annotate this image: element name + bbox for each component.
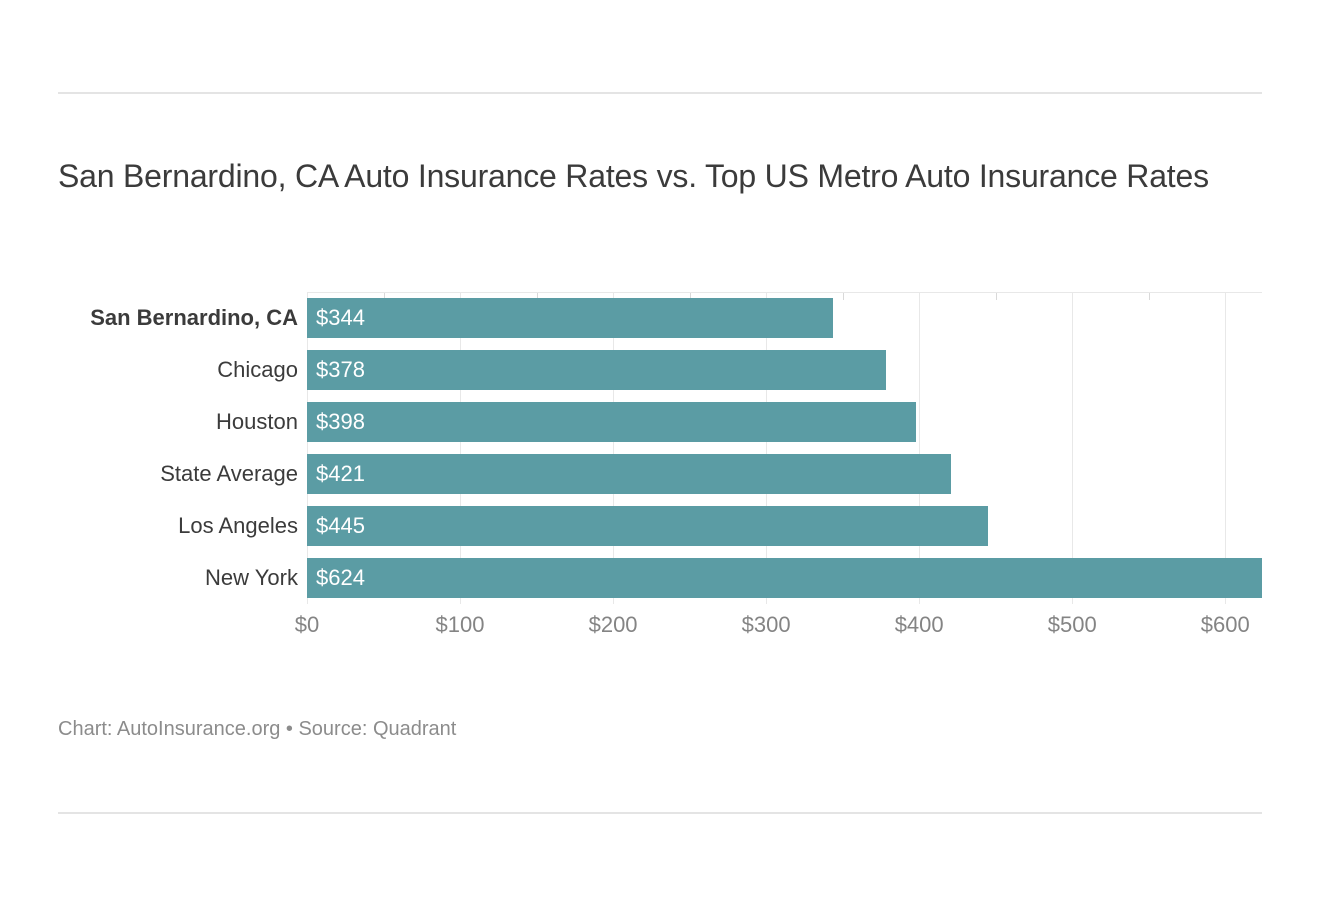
source-line: Chart: AutoInsurance.org • Source: Quadr…: [58, 718, 456, 741]
bar-row: Chicago $378: [58, 344, 1262, 396]
x-tick-label: $200: [589, 612, 638, 638]
y-category-label: Chicago: [58, 357, 298, 383]
bottom-rule: [58, 812, 1262, 814]
plot: $0 $100 $200 $300 $400 $500 $600 San Bernardin…: [58, 292, 1262, 654]
bar-row: Houston $398: [58, 396, 1262, 448]
bar: [307, 506, 988, 546]
x-tick-label: $500: [1048, 612, 1097, 638]
bar-row: State Average $421: [58, 448, 1262, 500]
bar-value-label: $398: [316, 409, 365, 435]
bar-value-label: $344: [316, 305, 365, 331]
bar: [307, 454, 951, 494]
bar: [307, 402, 916, 442]
chart-title: San Bernardino, CA Auto Insurance Rates …: [58, 155, 1262, 197]
bar-value-label: $421: [316, 461, 365, 487]
y-category-label: New York: [58, 565, 298, 591]
y-category-label: Houston: [58, 409, 298, 435]
bar-value-label: $378: [316, 357, 365, 383]
x-tick-label: $100: [436, 612, 485, 638]
y-category-label: Los Angeles: [58, 513, 298, 539]
page-container: San Bernardino, CA Auto Insurance Rates …: [0, 0, 1320, 902]
bar-row: San Bernardino, CA $344: [58, 292, 1262, 344]
bar-row: New York $624: [58, 552, 1262, 604]
bar-row: Los Angeles $445: [58, 500, 1262, 552]
chart: $0 $100 $200 $300 $400 $500 $600 San Bernardin…: [58, 292, 1262, 692]
bar: [307, 298, 833, 338]
bar: [307, 350, 886, 390]
bar-value-label: $445: [316, 513, 365, 539]
top-rule: [58, 92, 1262, 94]
bar: [307, 558, 1262, 598]
x-tick-label: $0: [295, 612, 319, 638]
y-category-label: San Bernardino, CA: [58, 305, 298, 331]
x-tick-label: $600: [1201, 612, 1250, 638]
bar-value-label: $624: [316, 565, 365, 591]
x-tick-label: $300: [742, 612, 791, 638]
x-tick-label: $400: [895, 612, 944, 638]
y-category-label: State Average: [58, 461, 298, 487]
